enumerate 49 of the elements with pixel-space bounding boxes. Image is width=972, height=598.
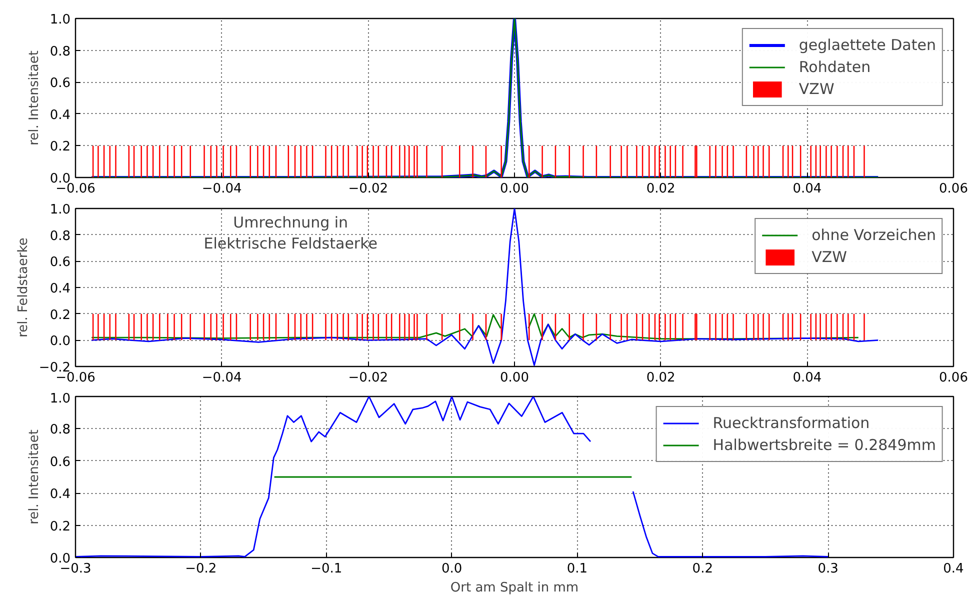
- legend-label: Ruecktransformation: [712, 414, 870, 432]
- x-tick-label: 0.02: [646, 370, 676, 386]
- x-tick-label: −0.04: [202, 182, 242, 196]
- x-tick-label: 0.06: [939, 182, 968, 196]
- y-tick-label: 0.4: [50, 282, 71, 296]
- x-tick-label: 0.00: [500, 182, 529, 196]
- y-axis-title: rel. Feldstaerke: [16, 238, 31, 338]
- y-tick-label: 0.2: [50, 140, 71, 155]
- x-tick-label: −0.06: [56, 182, 96, 196]
- x-tick-label: 0.04: [792, 370, 822, 386]
- y-tick-label: 0.8: [50, 422, 71, 438]
- y-tick-label: 0.8: [50, 228, 71, 244]
- y-tick-label: 0.2: [50, 308, 71, 323]
- legend-label: VZW: [798, 80, 834, 98]
- legend-label: VZW: [812, 248, 847, 266]
- x-tick-label: −0.2: [185, 562, 217, 576]
- x-tick-label: 0.3: [818, 562, 838, 576]
- y-tick-label: 0.0: [50, 334, 71, 350]
- legend-label: Halbwertsbreite = 0.2849mm: [712, 436, 936, 454]
- x-tick-label: −0.06: [56, 370, 96, 386]
- y-tick-label: 1.0: [50, 12, 71, 28]
- y-tick-label: 1.0: [50, 392, 71, 406]
- x-tick-label: 0.04: [792, 182, 822, 196]
- annotation: Umrechnung in Elektrische Feldstaerke: [204, 214, 378, 252]
- y-axis-title: rel. Intensitaet: [26, 430, 42, 524]
- y-tick-label: 0.6: [50, 454, 71, 470]
- y-tick-label: 1.0: [50, 202, 71, 218]
- x-tick-label: 0.06: [939, 370, 968, 386]
- x-tick-label: 0.1: [566, 562, 588, 576]
- x-tick-label: 0.4: [943, 562, 964, 576]
- x-tick-label: −0.04: [202, 370, 242, 386]
- x-tick-label: 0.02: [646, 182, 676, 196]
- y-tick-label: 0.6: [50, 76, 71, 92]
- x-tick-label: 0.2: [692, 562, 713, 576]
- legend-label: geglaettete Daten: [798, 36, 936, 54]
- y-tick-label: 0.8: [50, 44, 71, 60]
- legend-label: ohne Vorzeichen: [812, 226, 936, 244]
- x-tick-label: −0.02: [348, 370, 388, 386]
- y-tick-label: 0.6: [50, 255, 71, 270]
- x-tick-label: −0.02: [348, 182, 388, 196]
- y-axis-title: rel. Intensitaet: [26, 50, 42, 146]
- x-tick-label: −0.1: [310, 562, 342, 576]
- y-tick-label: 0.4: [50, 487, 71, 502]
- legend-label: Rohdaten: [798, 58, 871, 76]
- x-tick-label: 0.00: [500, 370, 529, 386]
- y-tick-label: 0.2: [50, 519, 71, 534]
- x-tick-label: 0.0: [441, 562, 462, 576]
- x-axis-title: Ort am Spalt in mm: [450, 580, 579, 596]
- y-tick-label: 0.4: [50, 108, 71, 123]
